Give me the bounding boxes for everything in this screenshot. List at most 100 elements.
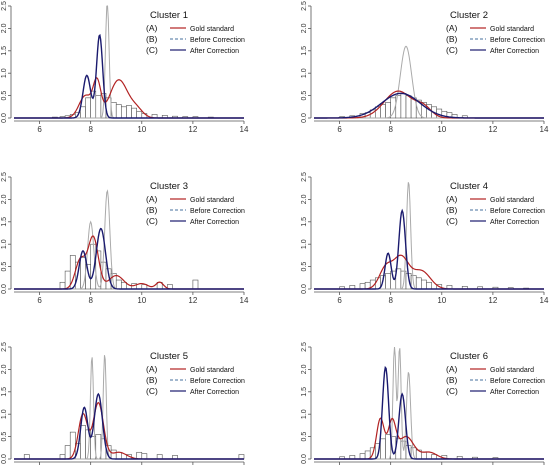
histogram-bar: [64, 445, 71, 460]
legend-after-correction-label: After Correction: [190, 389, 239, 396]
histogram-bar: [426, 281, 432, 290]
x-tick-label: 8: [88, 125, 93, 134]
histogram-bar: [359, 453, 366, 460]
legend-before-correction-marker: (B): [146, 375, 158, 385]
y-tick-label: 2.0: [1, 23, 8, 33]
x-tick-label: 6: [337, 125, 342, 134]
cluster-panel-2: 6 8 10 12 14 0.0 0.5 1.0 1.5 2.0 2.5 Cluster 2 (A) Go…: [301, 1, 549, 134]
legend-before-correction-label: Before Correction: [490, 37, 545, 44]
y-tick-label: 1.0: [301, 409, 308, 419]
y-tick-label: 2.0: [301, 23, 308, 33]
x-tick-label: 14: [540, 296, 549, 305]
legend-after-correction-label: After Correction: [190, 48, 239, 55]
histogram-bar: [121, 106, 127, 119]
x-tick-label: 6: [337, 296, 342, 305]
legend-before-correction-marker: (B): [146, 205, 158, 215]
x-tick-label: 10: [137, 125, 146, 134]
histogram-bar: [80, 425, 86, 460]
y-tick-label: 1.0: [1, 239, 8, 249]
y-tick-label: 1.5: [301, 46, 308, 56]
y-tick-label: 1.5: [1, 387, 8, 397]
histogram-bar: [390, 270, 397, 290]
x-tick-label: 14: [240, 296, 249, 305]
histogram-bar: [385, 102, 391, 119]
legend-gold-standard-label: Gold standard: [490, 26, 534, 33]
x-tick-label: 6: [37, 125, 42, 134]
legend-before-correction-marker: (B): [446, 375, 458, 385]
after-correction-curve: [314, 365, 544, 460]
histogram-bar: [110, 449, 117, 460]
legend-after-correction-label: After Correction: [490, 48, 539, 55]
before-correction-curve: [14, 5, 244, 119]
histogram-bar: [115, 451, 122, 460]
legend-after-correction-marker: (C): [146, 216, 158, 226]
x-tick-label: 10: [437, 296, 446, 305]
legend-before-correction-marker: (B): [446, 34, 458, 44]
histogram-bar: [115, 104, 122, 119]
x-tick-label: 10: [137, 296, 146, 305]
histogram-bar: [115, 279, 122, 290]
histogram-bar: [80, 106, 86, 119]
legend-gold-standard-label: Gold standard: [190, 26, 234, 33]
legend-before-correction-marker: (B): [146, 34, 158, 44]
legend-gold-standard-marker: (A): [446, 23, 458, 33]
y-tick-label: 2.0: [301, 364, 308, 374]
x-tick-label: 14: [240, 125, 249, 134]
y-tick-label: 2.5: [301, 342, 308, 352]
y-tick-label: 1.5: [1, 217, 8, 227]
panel-title: Cluster 2: [450, 10, 488, 21]
legend-gold-standard-marker: (A): [146, 194, 158, 204]
y-tick-label: 1.0: [301, 68, 308, 78]
legend-before-correction-label: Before Correction: [490, 208, 545, 215]
legend-gold-standard-marker: (A): [146, 364, 158, 374]
legend-before-correction-marker: (B): [446, 205, 458, 215]
after-correction-curve: [14, 392, 244, 460]
y-tick-label: 2.5: [301, 172, 308, 182]
histogram-bar: [415, 277, 422, 290]
before-correction-curve: [14, 189, 244, 290]
legend-after-correction-marker: (C): [446, 216, 458, 226]
y-tick-label: 0.5: [1, 262, 8, 272]
y-tick-label: 2.0: [1, 364, 8, 374]
legend-after-correction-label: After Correction: [490, 219, 539, 226]
panel-title: Cluster 1: [150, 10, 188, 21]
histogram-bar: [400, 93, 407, 119]
y-tick-label: 2.5: [1, 1, 8, 11]
histogram-bar: [385, 273, 391, 290]
after-correction-curve: [314, 208, 544, 290]
histogram-bar: [192, 279, 199, 290]
y-tick-label: 0.0: [1, 284, 8, 294]
x-tick-label: 8: [88, 296, 93, 305]
histogram-bar: [359, 283, 366, 290]
legend-gold-standard-label: Gold standard: [490, 197, 534, 204]
histogram-bar: [59, 281, 66, 290]
legend-after-correction-label: After Correction: [490, 389, 539, 396]
x-tick-label: 12: [188, 296, 197, 305]
after-correction-curve: [14, 33, 244, 119]
x-tick-label: 8: [388, 125, 393, 134]
legend-gold-standard-label: Gold standard: [190, 197, 234, 204]
after-correction-curve: [314, 92, 544, 119]
y-tick-label: 2.0: [301, 194, 308, 204]
y-tick-label: 1.5: [301, 217, 308, 227]
histogram-bar: [380, 438, 386, 460]
x-tick-label: 12: [488, 125, 497, 134]
x-tick-label: 10: [437, 125, 446, 134]
histogram-bar: [136, 451, 143, 460]
y-tick-label: 1.0: [1, 68, 8, 78]
cluster-panel-4: 6 8 10 12 14 0.0 0.5 1.0 1.5 2.0 2.5 Cluster 4 (A) Go…: [301, 172, 549, 305]
y-tick-label: 0.0: [1, 454, 8, 464]
y-tick-label: 0.0: [301, 284, 308, 294]
histogram-bar: [405, 95, 412, 119]
legend-after-correction-marker: (C): [146, 386, 158, 396]
histogram-bar: [131, 107, 137, 119]
y-tick-label: 0.0: [301, 454, 308, 464]
x-tick-label: 8: [388, 296, 393, 305]
legend-gold-standard-label: Gold standard: [490, 367, 534, 374]
after-correction-curve: [14, 227, 244, 290]
legend-after-correction-marker: (C): [446, 386, 458, 396]
histogram-bar: [380, 104, 386, 119]
y-tick-label: 2.5: [1, 342, 8, 352]
